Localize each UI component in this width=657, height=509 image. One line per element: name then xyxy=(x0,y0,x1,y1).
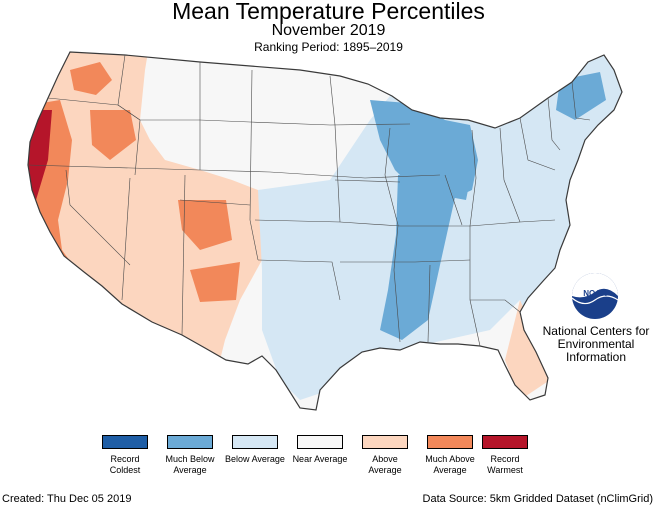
legend-item-near-average: Near Average xyxy=(290,435,350,465)
noaa-logo: NOAA xyxy=(571,273,619,319)
arizona-much-above-region xyxy=(190,262,240,302)
legend-swatch xyxy=(362,435,408,449)
legend-label: Above Average xyxy=(368,454,402,475)
legend-item-record-warmest: Record Warmest xyxy=(475,435,535,476)
legend-label: Much Above Average xyxy=(425,454,475,475)
oregon-much-above-region xyxy=(90,110,136,160)
legend-item-record-coldest: Record Coldest xyxy=(95,435,155,476)
map-title: Mean Temperature Percentiles xyxy=(172,0,485,24)
legend-swatch xyxy=(427,435,473,449)
created-date: Created: Thu Dec 05 2019 xyxy=(2,493,132,505)
legend-item-much-above-average: Much Above Average xyxy=(420,435,480,476)
legend-swatch xyxy=(167,435,213,449)
washington-much-above-region xyxy=(70,62,112,95)
legend-label: Record Warmest xyxy=(487,454,523,475)
legend-item-much-below-average: Much Below Average xyxy=(160,435,220,476)
legend-label: Much Below Average xyxy=(165,454,215,475)
record-warmest-region xyxy=(28,110,52,200)
ohio-much-below-region xyxy=(440,170,472,200)
noaa-logo-text: NOAA xyxy=(583,289,607,298)
mississippi-much-below-region xyxy=(380,175,460,340)
legend-swatch xyxy=(297,435,343,449)
florida-above-average-region xyxy=(505,300,550,400)
legend-swatch xyxy=(102,435,148,449)
legend-label: Below Average xyxy=(225,454,285,464)
southwest-much-above-region xyxy=(178,200,232,250)
legend-item-below-average: Below Average xyxy=(225,435,285,465)
data-source: Data Source: 5km Gridded Dataset (nClimG… xyxy=(422,493,653,505)
state-boundaries xyxy=(27,54,591,347)
legend-label: Near Average xyxy=(292,454,348,464)
org-name: National Centers for Environmental Infor… xyxy=(542,324,650,364)
legend-item-above-average: Above Average xyxy=(355,435,415,476)
legend-label: Record Coldest xyxy=(109,454,141,475)
map-subtitle: November 2019 xyxy=(271,22,386,39)
legend-swatch xyxy=(482,435,528,449)
legend-swatch xyxy=(232,435,278,449)
ranking-period: Ranking Period: 1895–2019 xyxy=(254,40,403,54)
